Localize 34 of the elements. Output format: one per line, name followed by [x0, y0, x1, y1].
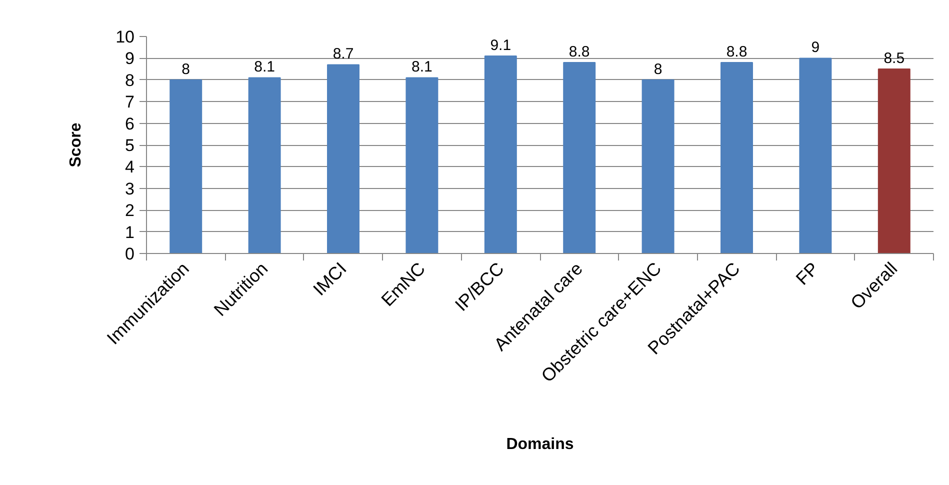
y-tick-label: 4	[125, 158, 135, 177]
y-tick-label: 7	[125, 92, 135, 112]
data-label: 8.1	[254, 58, 275, 76]
y-tick-label: 8	[125, 70, 135, 90]
y-tick-label: 3	[125, 179, 135, 198]
data-label: 8.1	[412, 58, 432, 76]
bar	[327, 64, 360, 254]
bar	[878, 68, 910, 254]
y-tick-label: 0	[125, 244, 135, 264]
y-axis-title: Score	[68, 122, 85, 168]
bar	[170, 79, 202, 254]
y-tick-label: 10	[116, 28, 135, 46]
x-tick-label: FP	[792, 258, 823, 289]
bar	[642, 79, 674, 254]
data-label: 8.7	[332, 46, 354, 63]
y-tick-label: 9	[125, 49, 135, 68]
x-axis-title: Domains	[506, 436, 574, 454]
y-tick-label: 5	[125, 136, 135, 155]
bar	[799, 58, 832, 254]
bar	[720, 62, 753, 254]
y-tick-label: 2	[125, 201, 135, 220]
data-label: 8	[182, 60, 190, 78]
bar	[484, 56, 517, 254]
y-tick-label: 1	[125, 222, 135, 242]
bar	[248, 77, 281, 254]
data-label: 8	[654, 60, 662, 78]
data-label: 8.5	[884, 50, 905, 68]
data-label: 9	[811, 39, 820, 56]
bar	[406, 77, 438, 254]
y-tick-label: 6	[125, 114, 135, 134]
data-label: 8.8	[726, 44, 748, 61]
bar	[563, 62, 596, 254]
data-label: 9.1	[490, 37, 512, 54]
data-label: 8.8	[568, 44, 590, 61]
